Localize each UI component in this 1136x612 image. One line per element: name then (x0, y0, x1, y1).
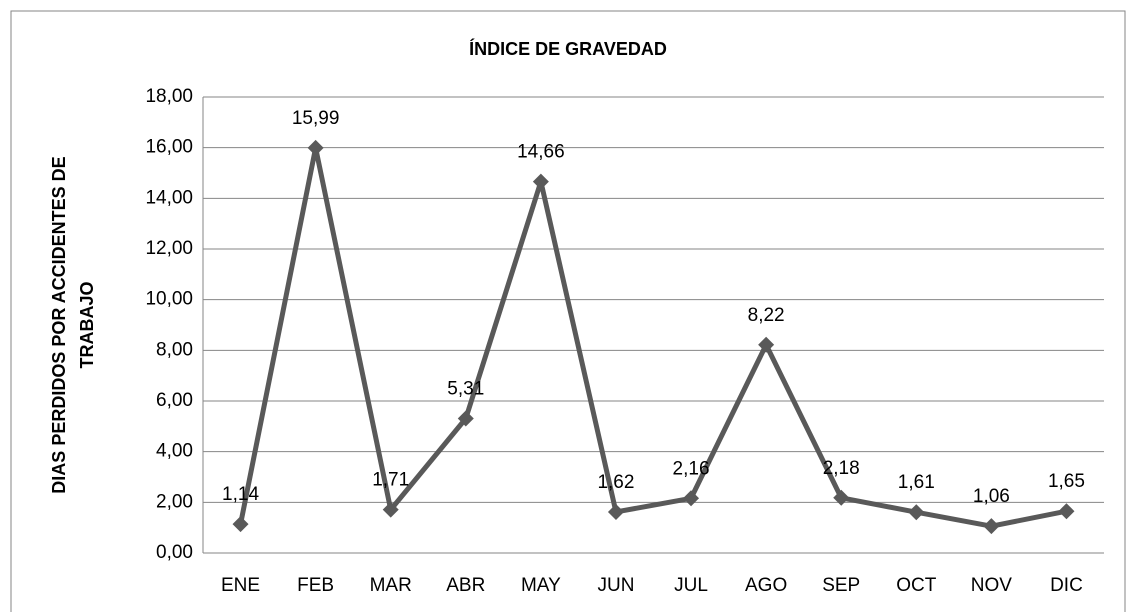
y-axis-label: DIAS PERDIDOS POR ACCIDENTES DE (49, 156, 69, 493)
y-tick-label: 14,00 (145, 187, 193, 208)
data-label: 1,61 (898, 472, 935, 493)
data-label: 8,22 (748, 305, 785, 326)
data-point (232, 516, 249, 533)
x-tick-label: ABR (446, 575, 485, 596)
data-point (457, 410, 474, 427)
x-tick-label: MAY (521, 575, 561, 596)
data-label: 15,99 (292, 108, 340, 129)
data-label: 2,18 (823, 458, 860, 479)
y-tick-label: 6,00 (156, 390, 193, 411)
x-tick-label: FEB (297, 575, 334, 596)
data-point (833, 489, 850, 506)
y-tick-label: 8,00 (156, 339, 193, 360)
x-tick-label: NOV (971, 575, 1013, 596)
data-point (382, 501, 399, 518)
data-label: 1,06 (973, 486, 1010, 507)
data-line (238, 145, 1067, 529)
data-label: 14,66 (517, 142, 565, 163)
x-tick-label: JUN (597, 575, 634, 596)
data-label: 1,62 (597, 472, 634, 493)
data-point (983, 518, 1000, 535)
y-tick-label: 10,00 (145, 289, 193, 310)
data-label: 1,14 (222, 484, 259, 505)
y-tick-label: 0,00 (156, 542, 193, 563)
data-label: 1,71 (372, 470, 409, 491)
y-tick-label: 12,00 (145, 238, 193, 259)
data-point (307, 139, 324, 156)
data-point (758, 336, 775, 353)
data-point (607, 503, 624, 520)
y-tick-label: 2,00 (156, 491, 193, 512)
data-label: 1,65 (1048, 471, 1085, 492)
x-tick-label: DIC (1050, 575, 1083, 596)
x-tick-label: ENE (221, 575, 260, 596)
data-label: 2,16 (673, 458, 710, 479)
data-point (1058, 503, 1075, 520)
y-tick-label: 4,00 (156, 441, 193, 462)
x-tick-label: SEP (822, 575, 860, 596)
x-tick-label: MAR (370, 575, 412, 596)
x-tick-label: OCT (896, 575, 937, 596)
data-point (532, 173, 549, 190)
y-axis-label: TRABAJO (77, 281, 97, 368)
data-label: 5,31 (447, 378, 484, 399)
chart-title: ÍNDICE DE GRAVEDAD (469, 38, 667, 59)
y-tick-label: 18,00 (145, 86, 193, 107)
x-tick-label: AGO (745, 575, 787, 596)
x-tick-label: JUL (674, 575, 708, 596)
data-point (683, 490, 700, 507)
y-tick-label: 16,00 (145, 137, 193, 158)
data-point (908, 504, 925, 521)
